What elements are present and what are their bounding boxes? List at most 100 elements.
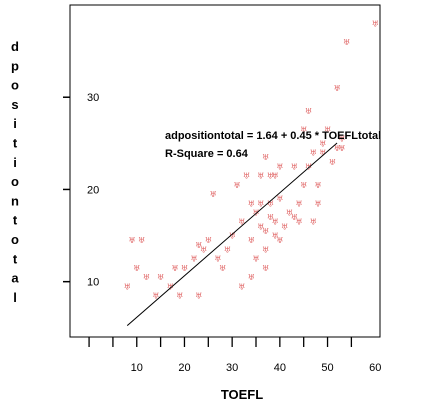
- data-point: ♅: [262, 245, 269, 254]
- data-point: ♅: [338, 144, 345, 153]
- data-point: ♅: [319, 139, 326, 148]
- data-point: ♅: [238, 282, 245, 291]
- x-tick-label: 10: [131, 362, 143, 374]
- y-tick-label: 10: [87, 277, 99, 289]
- data-point: ♅: [248, 273, 255, 282]
- data-point: ♅: [257, 199, 264, 208]
- data-point: ♅: [300, 181, 307, 190]
- x-tick-label: 60: [369, 362, 381, 374]
- data-point: ♅: [143, 273, 150, 282]
- data-point: ♅: [372, 19, 379, 28]
- x-tick-label: 30: [226, 362, 238, 374]
- y-axis-title-letter: n: [11, 193, 19, 208]
- data-point: ♅: [281, 222, 288, 231]
- data-point: ♅: [314, 199, 321, 208]
- y-axis-title-letter: p: [11, 58, 19, 73]
- y-axis-title-letter: t: [13, 213, 18, 228]
- data-point: ♅: [262, 153, 269, 162]
- y-tick-label: 30: [87, 92, 99, 104]
- x-tick-label: 20: [178, 362, 190, 374]
- x-tick-label: 50: [321, 362, 333, 374]
- r-square-label: R-Square = 0.64: [165, 148, 249, 160]
- data-point: ♅: [305, 107, 312, 116]
- data-point: ♅: [267, 213, 274, 222]
- data-point: ♅: [133, 264, 140, 273]
- data-point: ♅: [214, 255, 221, 264]
- data-point: ♅: [295, 218, 302, 227]
- data-point: ♅: [243, 172, 250, 181]
- data-point: ♅: [295, 199, 302, 208]
- data-point: ♅: [219, 264, 226, 273]
- data-point: ♅: [267, 172, 274, 181]
- data-point: ♅: [305, 162, 312, 171]
- data-point: ♅: [224, 245, 231, 254]
- data-point: ♅: [205, 236, 212, 245]
- data-point: ♅: [257, 172, 264, 181]
- data-point: ♅: [329, 158, 336, 167]
- data-points: ♅♅♅♅♅♅♅♅♅♅♅♅♅♅♅♅♅♅♅♅♅♅♅♅♅♅♅♅♅♅♅♅♅♅♅♅♅♅♅♅…: [124, 19, 379, 300]
- regression-equation: adpositiontotal = 1.64 + 0.45 * TOEFLtot…: [165, 130, 381, 142]
- x-tick-label: 40: [274, 362, 286, 374]
- plot-frame: [69, 4, 381, 338]
- data-point: ♅: [276, 236, 283, 245]
- data-point: ♅: [276, 195, 283, 204]
- data-point: ♅: [171, 264, 178, 273]
- data-point: ♅: [157, 273, 164, 282]
- data-point: ♅: [233, 181, 240, 190]
- data-point: ♅: [333, 84, 340, 93]
- data-point: ♅: [300, 126, 307, 135]
- y-axis-title-letter: o: [11, 174, 19, 189]
- y-axis-title-letter: s: [11, 97, 18, 112]
- data-point: ♅: [128, 236, 135, 245]
- data-point: ♅: [248, 199, 255, 208]
- data-point: ♅: [238, 218, 245, 227]
- data-point: ♅: [167, 282, 174, 291]
- data-point: ♅: [190, 255, 197, 264]
- data-point: ♅: [252, 255, 259, 264]
- data-point: ♅: [291, 213, 298, 222]
- y-tick-label: 20: [87, 184, 99, 196]
- data-point: ♅: [262, 264, 269, 273]
- data-point: ♅: [195, 292, 202, 301]
- regression-line: [126, 142, 338, 326]
- y-axis-title-letter: a: [11, 271, 19, 286]
- data-point: ♅: [152, 292, 159, 301]
- data-point: ♅: [319, 149, 326, 158]
- data-point: ♅: [181, 264, 188, 273]
- data-point: ♅: [291, 162, 298, 171]
- data-point: ♅: [248, 236, 255, 245]
- y-axis-title-letter: o: [11, 78, 19, 93]
- data-point: ♅: [271, 172, 278, 181]
- data-point: ♅: [176, 292, 183, 301]
- data-point: ♅: [267, 199, 274, 208]
- y-axis-title-letter: o: [11, 232, 19, 247]
- data-point: ♅: [138, 236, 145, 245]
- y-axis-title-letter: t: [13, 251, 18, 266]
- axis-ticks: 10 20 30 40 50 60 10 20 30: [63, 92, 381, 374]
- x-axis-title: TOEFL: [221, 387, 263, 402]
- data-point: ♅: [271, 218, 278, 227]
- y-axis-title-letter: i: [13, 155, 17, 170]
- data-point: ♅: [324, 126, 331, 135]
- data-point: ♅: [262, 227, 269, 236]
- y-axis-title-letter: t: [13, 136, 18, 151]
- data-point: ♅: [314, 181, 321, 190]
- data-point: ♅: [200, 245, 207, 254]
- y-axis-title-letter: i: [13, 116, 17, 131]
- y-axis-title-letter: d: [11, 39, 19, 54]
- data-point: ♅: [310, 218, 317, 227]
- y-axis-title-letter: l: [13, 290, 17, 305]
- data-point: ♅: [343, 38, 350, 47]
- data-point: ♅: [271, 232, 278, 241]
- data-point: ♅: [195, 241, 202, 250]
- data-point: ♅: [338, 135, 345, 144]
- data-point: ♅: [209, 190, 216, 199]
- data-point: ♅: [286, 209, 293, 218]
- data-point: ♅: [229, 232, 236, 241]
- data-point: ♅: [333, 144, 340, 153]
- data-point: ♅: [276, 162, 283, 171]
- data-point: ♅: [124, 282, 131, 291]
- data-point: ♅: [310, 149, 317, 158]
- y-axis-title: dpositiontotal: [11, 39, 19, 305]
